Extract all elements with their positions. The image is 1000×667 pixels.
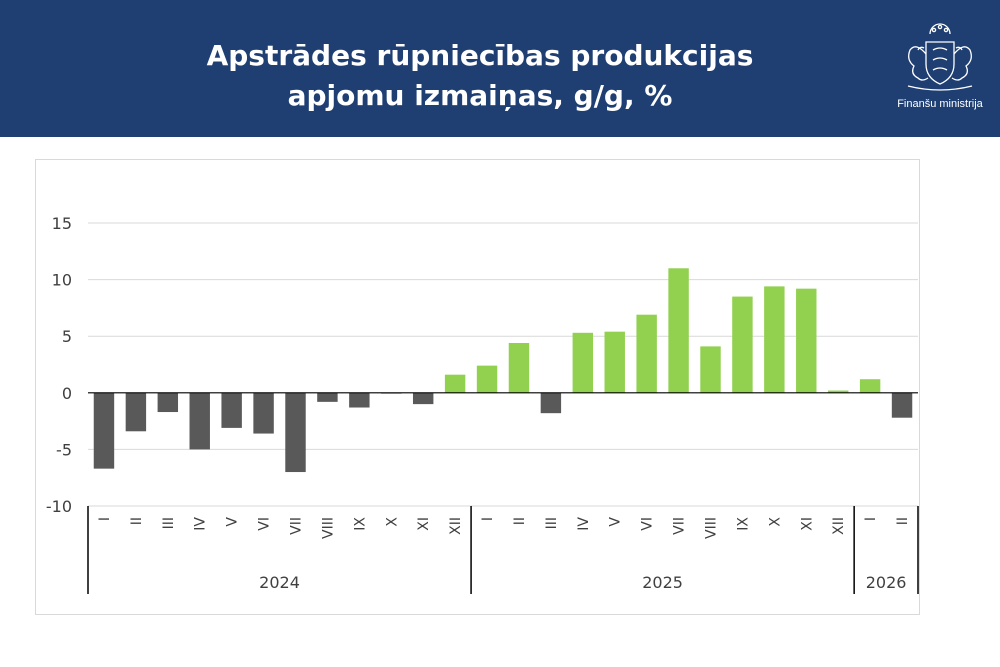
bar: [412, 392, 434, 405]
x-group-label: 2025: [642, 573, 683, 592]
x-tick-label: VI: [257, 517, 273, 531]
y-axis-ticks: -10 -5 0 5 10 15: [46, 214, 72, 516]
x-tick-label: III: [161, 517, 177, 529]
bar: [796, 288, 817, 393]
bar: [572, 332, 594, 393]
bar: [700, 346, 721, 393]
x-tick-label: IV: [576, 517, 592, 531]
y-tick-label: 15: [52, 214, 72, 233]
bar: [349, 392, 370, 408]
x-group-label: 2026: [866, 573, 907, 592]
x-tick-label: VI: [640, 517, 656, 531]
bar: [189, 392, 210, 450]
x-tick-label: X: [767, 517, 783, 527]
x-tick-label: IV: [193, 517, 209, 531]
bar: [93, 392, 115, 469]
coat-of-arms-icon: [907, 23, 973, 91]
x-tick-label: VII: [672, 517, 688, 535]
x-tick-label: II: [512, 517, 528, 525]
x-tick-label: X: [384, 517, 400, 527]
x-tick-label: XI: [416, 517, 432, 531]
bar: [891, 392, 913, 418]
bar: [157, 392, 179, 413]
x-tick-label: XI: [799, 517, 815, 531]
bars: [93, 268, 913, 473]
x-group-label: 2024: [259, 573, 300, 592]
bar: [221, 392, 242, 428]
x-tick-label: IX: [352, 517, 368, 531]
bar: [604, 331, 625, 393]
bar: [764, 286, 785, 393]
x-tick-label: VII: [289, 517, 305, 535]
x-tick-label: II: [895, 517, 911, 525]
bar: [668, 268, 689, 393]
bar: [317, 392, 338, 402]
x-tick-label: XII: [448, 517, 464, 535]
header-bar: Apstrādes rūpniecības produkcijas apjomu…: [0, 0, 1000, 137]
x-tick-label: VIII: [320, 517, 336, 539]
bar: [253, 392, 274, 434]
bar: [636, 314, 657, 393]
x-axis: I II III IV V VI VII VIII IX X XI XII I II III IV V VI VII…: [87, 392, 919, 594]
y-tick-label: -5: [56, 440, 72, 459]
y-tick-label: -10: [46, 497, 72, 516]
x-tick-label: V: [608, 517, 624, 527]
x-tick-label: VIII: [704, 517, 720, 539]
x-tick-label: I: [97, 517, 113, 521]
title-line-1: Apstrādes rūpniecības produkcijas: [206, 39, 754, 72]
bar: [285, 392, 306, 473]
y-tick-label: 5: [62, 327, 72, 346]
x-tick-label: XII: [831, 517, 847, 535]
bar: [508, 342, 530, 393]
x-tick-label: I: [480, 517, 496, 521]
bar: [732, 296, 753, 393]
bar: [444, 374, 466, 393]
title-line-2: apjomu izmaiņas, g/g, %: [287, 79, 673, 112]
page-title: Apstrādes rūpniecības produkcijas apjomu…: [120, 36, 840, 116]
x-tick-label: III: [544, 517, 560, 529]
ministry-name: Finanšu ministrija: [897, 98, 983, 110]
x-tick-label: II: [129, 517, 145, 525]
bar: [540, 392, 562, 414]
y-tick-label: 10: [52, 271, 72, 290]
bar: [827, 390, 849, 393]
x-tick-label: V: [225, 517, 241, 527]
bar: [125, 392, 147, 432]
x-tick-label: IX: [735, 517, 751, 531]
x-tick-label: I: [863, 517, 879, 521]
bar: [476, 365, 498, 393]
y-tick-label: 0: [62, 384, 72, 403]
bar: [859, 379, 881, 393]
gridlines: [88, 222, 918, 507]
